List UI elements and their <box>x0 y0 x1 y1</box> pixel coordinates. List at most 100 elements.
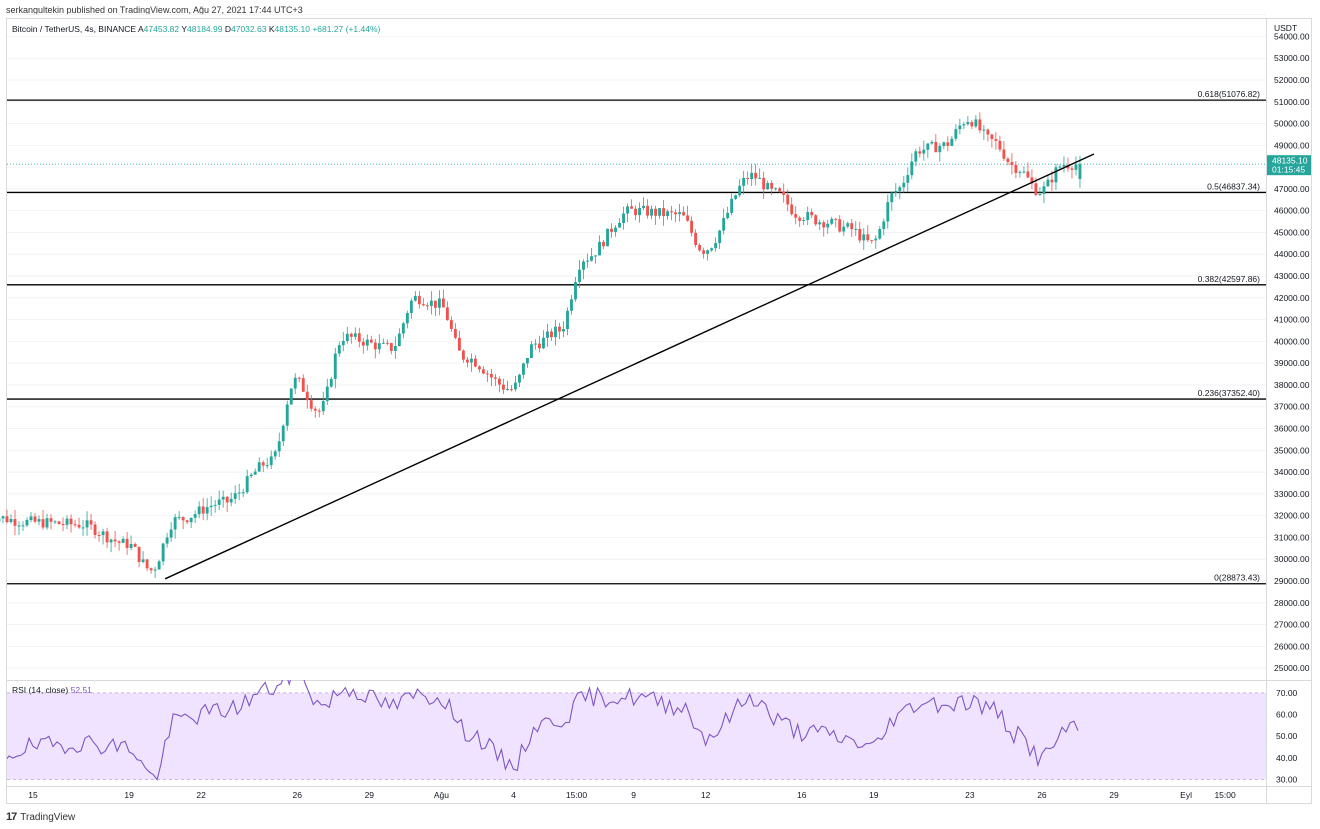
candle-body <box>934 141 938 153</box>
candle-body <box>337 345 341 354</box>
price-tick-label: 26000.00 <box>1274 641 1310 651</box>
candle-body <box>413 295 417 301</box>
time-tick-label: 15:00 <box>566 790 588 800</box>
candle-body <box>161 543 165 562</box>
candle-body <box>261 462 265 466</box>
candle-body <box>213 504 217 506</box>
candle-body <box>485 373 489 375</box>
candle-body <box>341 341 345 346</box>
candle-body <box>85 520 89 528</box>
candle-body <box>461 350 465 360</box>
candle-body <box>65 518 69 525</box>
candle-body <box>365 339 369 346</box>
candle-body <box>13 518 17 526</box>
candle-body <box>662 208 666 217</box>
candle-body <box>818 222 822 225</box>
candle-body <box>586 260 589 262</box>
candle-body <box>141 559 145 562</box>
rsi-title[interactable]: RSI (14, close) <box>12 685 69 695</box>
candle-body <box>1074 164 1078 170</box>
rsi-tick-label: 50.00 <box>1276 731 1298 741</box>
candle-body <box>746 177 750 179</box>
candle-body <box>698 244 702 251</box>
candle-body <box>770 183 774 189</box>
candle-body <box>774 188 778 190</box>
price-tick-label: 34000.00 <box>1274 467 1310 477</box>
candle-body <box>481 369 485 374</box>
tradingview-logo-text[interactable]: TradingView <box>20 811 76 823</box>
candle-body <box>902 182 906 188</box>
candle-body <box>61 524 65 526</box>
candle-body <box>117 541 121 543</box>
time-tick-label: 26 <box>293 790 303 800</box>
candle-body <box>157 561 161 570</box>
candle-body <box>201 506 205 514</box>
candle-body <box>646 205 650 216</box>
candle-body <box>542 337 545 349</box>
time-tick-label: 26 <box>1037 790 1047 800</box>
candle-body <box>269 456 273 466</box>
candle-body <box>634 208 637 216</box>
candle-body <box>113 539 117 542</box>
candle-body <box>505 389 509 391</box>
candle-body <box>926 143 930 150</box>
chart-frame <box>6 18 1312 804</box>
price-tick-label: 35000.00 <box>1274 445 1310 455</box>
candle-body <box>930 141 934 144</box>
symbol-name[interactable]: Bitcoin / TetherUS, 4s, BINANCE <box>12 24 137 34</box>
candle-body <box>702 250 706 254</box>
fib-level-label: 0.618(51076.82) <box>1198 89 1261 99</box>
candle-body <box>129 544 133 549</box>
candle-body <box>381 342 385 344</box>
candle-body <box>281 425 285 442</box>
candle-body <box>73 524 77 526</box>
price-tick-label: 50000.00 <box>1274 119 1310 129</box>
candle-body <box>842 226 846 232</box>
candle-body <box>706 250 710 254</box>
candle-body <box>686 215 690 221</box>
candle-body <box>594 255 597 257</box>
candle-body <box>970 122 974 127</box>
candle-body <box>946 142 950 146</box>
rsi-tick-label: 30.00 <box>1276 775 1298 785</box>
candle-body <box>834 218 838 220</box>
candle-body <box>878 228 882 239</box>
price-tick-label: 43000.00 <box>1274 271 1310 281</box>
candle-body <box>297 377 301 379</box>
time-tick-label: 15:00 <box>1214 790 1236 800</box>
candle-body <box>894 191 898 193</box>
candle-body <box>510 389 513 391</box>
candle-body <box>289 388 293 405</box>
candle-body <box>121 538 125 543</box>
candle-body <box>890 192 894 203</box>
candle-body <box>978 119 982 131</box>
candle-body <box>826 223 830 228</box>
price-tick-label: 53000.00 <box>1274 53 1310 63</box>
candle-body <box>17 525 21 527</box>
change-value: +681.27 (+1.44%) <box>312 24 381 34</box>
candle-body <box>590 256 593 261</box>
candle-body <box>1010 162 1014 166</box>
candle-body <box>425 305 429 307</box>
price-tick-label: 39000.00 <box>1274 358 1310 368</box>
candle-body <box>822 222 826 228</box>
candle-body <box>942 142 946 147</box>
candle-body <box>1042 186 1046 194</box>
candle-body <box>1070 168 1074 170</box>
candle-body <box>97 535 101 537</box>
candle-body <box>714 243 718 249</box>
candle-body <box>974 119 978 127</box>
candle-body <box>614 227 617 232</box>
price-tick-label: 41000.00 <box>1274 315 1310 325</box>
time-tick-label: 23 <box>965 790 975 800</box>
fib-level-label: 0.5(46837.34) <box>1207 181 1260 191</box>
candle-body <box>574 282 577 300</box>
candle-body <box>962 124 966 126</box>
candle-body <box>21 525 25 527</box>
candle-body <box>854 228 858 230</box>
candle-body <box>77 524 81 528</box>
candle-body <box>465 359 469 363</box>
tradingview-footer: 17 TradingView <box>6 811 75 823</box>
candle-body <box>982 129 986 131</box>
